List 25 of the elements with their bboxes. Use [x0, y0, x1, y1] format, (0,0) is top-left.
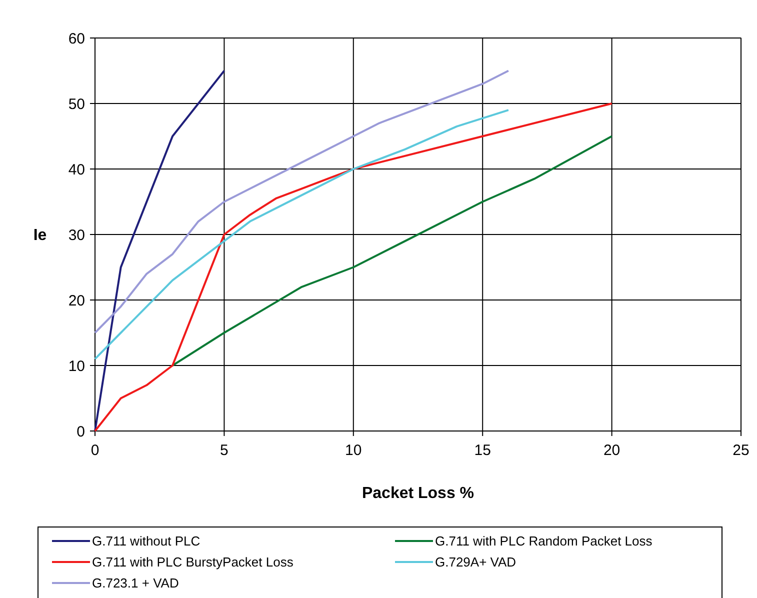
x-tick-label: 10 — [345, 442, 362, 459]
y-tick-label: 60 — [68, 30, 85, 48]
x-tick-label: 20 — [603, 442, 620, 459]
y-axis-title: Ie — [33, 227, 47, 244]
x-tick-label: 15 — [474, 442, 491, 459]
legend-label: G.723.1 + VAD — [92, 576, 179, 591]
y-tick-label: 40 — [68, 161, 85, 178]
y-tick-label: 0 — [76, 423, 85, 440]
line-series — [94, 102, 613, 432]
y-tick-label: 50 — [68, 96, 85, 113]
line-series — [94, 109, 510, 360]
y-tick-label: 20 — [68, 292, 85, 310]
legend-label: G.711 with PLC Random Packet Loss — [435, 534, 653, 549]
line-series — [94, 70, 510, 334]
x-tick-label: 25 — [732, 442, 750, 459]
x-tick-label: 0 — [90, 442, 100, 459]
line-series — [94, 70, 226, 432]
y-tick-label: 10 — [68, 358, 85, 375]
line-series — [172, 135, 613, 366]
x-axis-title: Packet Loss % — [362, 485, 474, 502]
x-tick-label: 5 — [220, 442, 228, 459]
legend-label: G.711 with PLC BurstyPacket Loss — [92, 554, 294, 570]
legend-label: G.729A+ VAD — [435, 554, 516, 570]
legend-label: G.711 without PLC — [92, 534, 200, 549]
y-tick-label: 30 — [68, 226, 85, 244]
